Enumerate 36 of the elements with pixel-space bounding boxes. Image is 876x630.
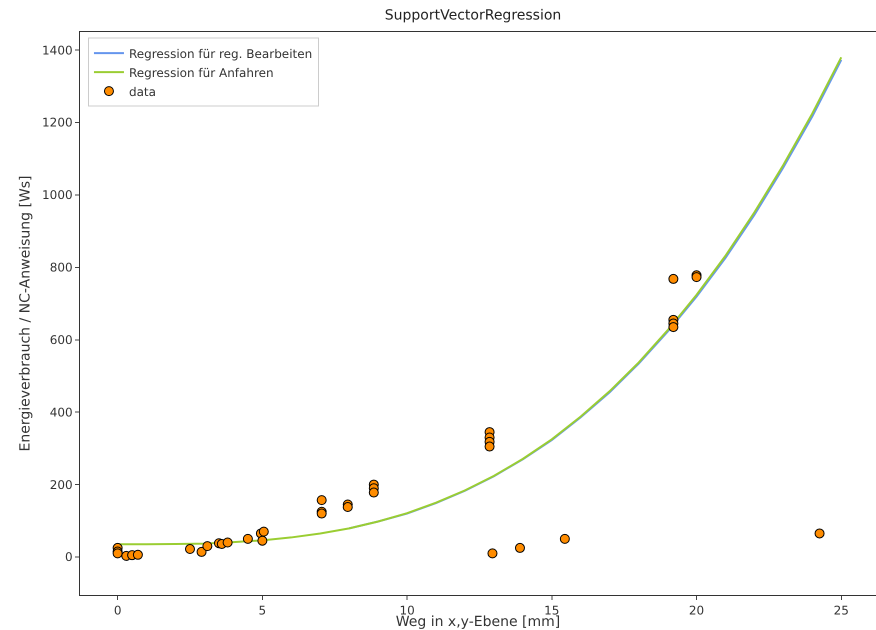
legend-label: data <box>128 84 156 99</box>
point <box>202 541 212 552</box>
x-tick-label: 20 <box>688 603 704 618</box>
y-axis-title: Energieverbrauch / NC-Anweisung [Ws] <box>18 175 34 452</box>
point <box>814 528 825 538</box>
point <box>242 534 253 544</box>
y-tick-label: 1200 <box>42 116 73 130</box>
y-tick-label: 400 <box>50 405 73 420</box>
y-tick-label: 0 <box>64 550 73 564</box>
point <box>514 542 525 553</box>
y-tick-label: 200 <box>50 478 73 492</box>
x-tick-label: 25 <box>834 603 849 618</box>
y-tick-label: 1400 <box>42 43 73 58</box>
point <box>257 536 268 546</box>
point <box>668 322 678 332</box>
chart-title: SupportVectorRegression <box>384 7 562 24</box>
point <box>222 538 233 548</box>
legend-label: Regression für reg. Bearbeiten <box>128 46 312 61</box>
point <box>342 502 353 512</box>
point <box>668 274 678 284</box>
y-tick-label: 800 <box>50 260 73 275</box>
x-axis-title: Weg in x,y-Ebene [mm] <box>396 614 560 630</box>
point <box>196 546 207 557</box>
point <box>316 495 327 506</box>
y-tick-label: 1000 <box>42 188 73 202</box>
point <box>368 488 379 498</box>
y-tick-label: 600 <box>50 332 73 347</box>
x-tick-label: 5 <box>258 603 266 618</box>
x-tick-label: 0 <box>114 603 122 618</box>
point <box>184 544 195 554</box>
point <box>487 548 498 558</box>
point <box>258 526 269 537</box>
point <box>484 442 495 452</box>
legend-label: Regression für Anfahren <box>128 66 274 80</box>
point <box>560 534 570 544</box>
point <box>132 550 143 560</box>
